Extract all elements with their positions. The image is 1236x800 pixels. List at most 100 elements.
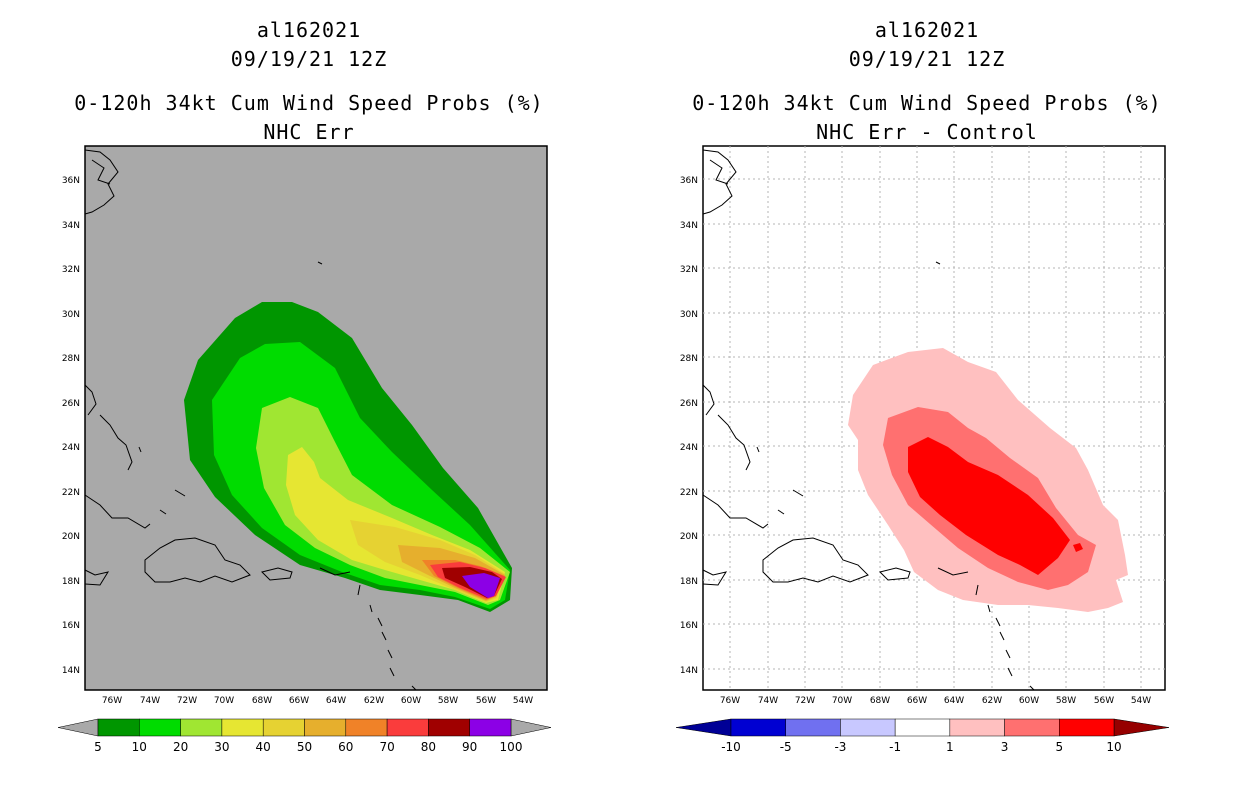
colorbar-label: 3 — [1001, 740, 1009, 754]
colorbar-label: 20 — [173, 740, 188, 754]
lat-label: 28N — [680, 354, 698, 364]
lon-label: 58W — [438, 696, 458, 706]
lat-label: 16N — [62, 621, 80, 631]
lat-labels: 36N 34N 32N 30N 28N 26N 24N 22N 20N 18N … — [62, 176, 80, 676]
colorbar-label: 70 — [379, 740, 394, 754]
colorbar-swatch — [894, 718, 951, 737]
lon-label: 72W — [177, 696, 197, 706]
lon-label: 66W — [907, 696, 927, 706]
lon-label: 54W — [513, 696, 533, 706]
lat-label: 36N — [62, 176, 80, 186]
contour-5-to-10 — [908, 437, 1070, 575]
plot-title: 0-120h 34kt Cum Wind Speed Probs (%) — [692, 91, 1162, 115]
lon-label: 58W — [1056, 696, 1076, 706]
colorbar-swatch — [304, 718, 347, 737]
coastlines — [84, 149, 417, 691]
lon-label: 62W — [982, 696, 1002, 706]
colorbar-label: 90 — [462, 740, 477, 754]
colorbar-swatch — [469, 718, 512, 737]
colorbar-label: 60 — [338, 740, 353, 754]
lat-label: 24N — [62, 443, 80, 453]
colorbar-swatch — [840, 718, 896, 737]
colorbar-label: -3 — [834, 740, 846, 754]
lat-label: 14N — [62, 666, 80, 676]
colorbar-swatch — [97, 718, 140, 737]
lat-label: 14N — [680, 666, 698, 676]
lat-label: 18N — [680, 577, 698, 587]
lon-label: 74W — [758, 696, 778, 706]
colorbar-label: 40 — [256, 740, 271, 754]
lon-label: 70W — [832, 696, 852, 706]
probability-contours — [184, 302, 512, 612]
lon-label: 72W — [795, 696, 815, 706]
plot-subtitle: NHC Err — [263, 120, 355, 144]
map-left: 36N 34N 32N 30N 28N 26N 24N 22N 20N 18N … — [57, 145, 552, 754]
plot-title: 0-120h 34kt Cum Wind Speed Probs (%) — [74, 91, 544, 115]
lon-label: 54W — [1131, 696, 1151, 706]
lon-label: 60W — [401, 696, 421, 706]
left-panel-nhc-err: al162021 09/19/21 12Z 0-120h 34kt Cum Wi… — [57, 18, 552, 754]
lon-label: 70W — [214, 696, 234, 706]
lat-label: 24N — [680, 443, 698, 453]
plot-subtitle: NHC Err - Control — [816, 120, 1038, 144]
colorbar-label: 100 — [500, 740, 523, 754]
colorbar-swatch — [180, 718, 223, 737]
colorbar-arrow-low — [57, 718, 99, 737]
colorbar-swatch — [785, 718, 841, 737]
lat-label: 32N — [680, 265, 698, 275]
lon-label: 68W — [252, 696, 272, 706]
lat-label: 30N — [62, 310, 80, 320]
lon-label: 76W — [102, 696, 122, 706]
lon-label: 76W — [720, 696, 740, 706]
lat-label: 20N — [62, 532, 80, 542]
lon-label: 62W — [364, 696, 384, 706]
lat-label: 34N — [62, 221, 80, 231]
lat-label: 22N — [62, 488, 80, 498]
contour-90 — [462, 573, 500, 598]
colorbar-swatch — [345, 718, 388, 737]
lat-label: 22N — [680, 488, 698, 498]
colorbar-arrow-low — [675, 718, 732, 737]
colorbar-swatch — [949, 718, 1005, 737]
colorbar-arrow-high — [510, 718, 552, 737]
colorbar-label: -10 — [721, 740, 741, 754]
lat-label: 36N — [680, 176, 698, 186]
colorbar-left: 5 10 20 30 40 50 60 70 80 90 100 — [57, 718, 552, 754]
colorbar-label: 50 — [297, 740, 312, 754]
coastlines — [702, 149, 1035, 691]
colorbar-swatch — [139, 718, 181, 737]
lon-label: 60W — [1019, 696, 1039, 706]
lat-label: 26N — [680, 399, 698, 409]
colorbar-arrow-high — [1113, 718, 1170, 737]
lon-label: 56W — [476, 696, 496, 706]
colorbar-right: -10 -5 -3 -1 1 3 5 10 — [675, 718, 1170, 754]
lon-label: 56W — [1094, 696, 1114, 706]
lon-label: 64W — [326, 696, 346, 706]
lon-label: 68W — [870, 696, 890, 706]
lat-label: 26N — [62, 399, 80, 409]
colorbar-label: 10 — [1106, 740, 1121, 754]
colorbar-swatch — [386, 718, 429, 737]
colorbar-label: -1 — [889, 740, 901, 754]
contour-5-to-10-spot — [1073, 543, 1083, 552]
map-right: 36N 34N 32N 30N 28N 26N 24N 22N 20N 18N … — [675, 145, 1170, 754]
lon-labels: 76W 74W 72W 70W 68W 66W 64W 62W 60W 58W … — [720, 696, 1151, 706]
lat-label: 32N — [62, 265, 80, 275]
lat-label: 30N — [680, 310, 698, 320]
lat-labels: 36N 34N 32N 30N 28N 26N 24N 22N 20N 18N … — [680, 176, 698, 676]
datetime: 09/19/21 12Z — [230, 47, 388, 71]
lon-label: 74W — [140, 696, 160, 706]
right-panel-nhc-err-control: al162021 09/19/21 12Z 0-120h 34kt Cum Wi… — [618, 0, 1236, 800]
difference-contours — [848, 348, 1128, 612]
storm-id: al162021 — [256, 18, 362, 42]
colorbar-swatch — [730, 718, 786, 737]
colorbar-label: 5 — [94, 740, 102, 754]
colorbar-swatch — [1059, 718, 1115, 737]
lat-label: 16N — [680, 621, 698, 631]
colorbar-swatch — [428, 718, 470, 737]
lon-label: 64W — [944, 696, 964, 706]
lon-labels: 76W 74W 72W 70W 68W 66W 64W 62W 60W 58W … — [102, 696, 533, 706]
colorbar-swatch — [221, 718, 264, 737]
colorbar-label: 30 — [214, 740, 229, 754]
colorbar-label: -5 — [780, 740, 792, 754]
